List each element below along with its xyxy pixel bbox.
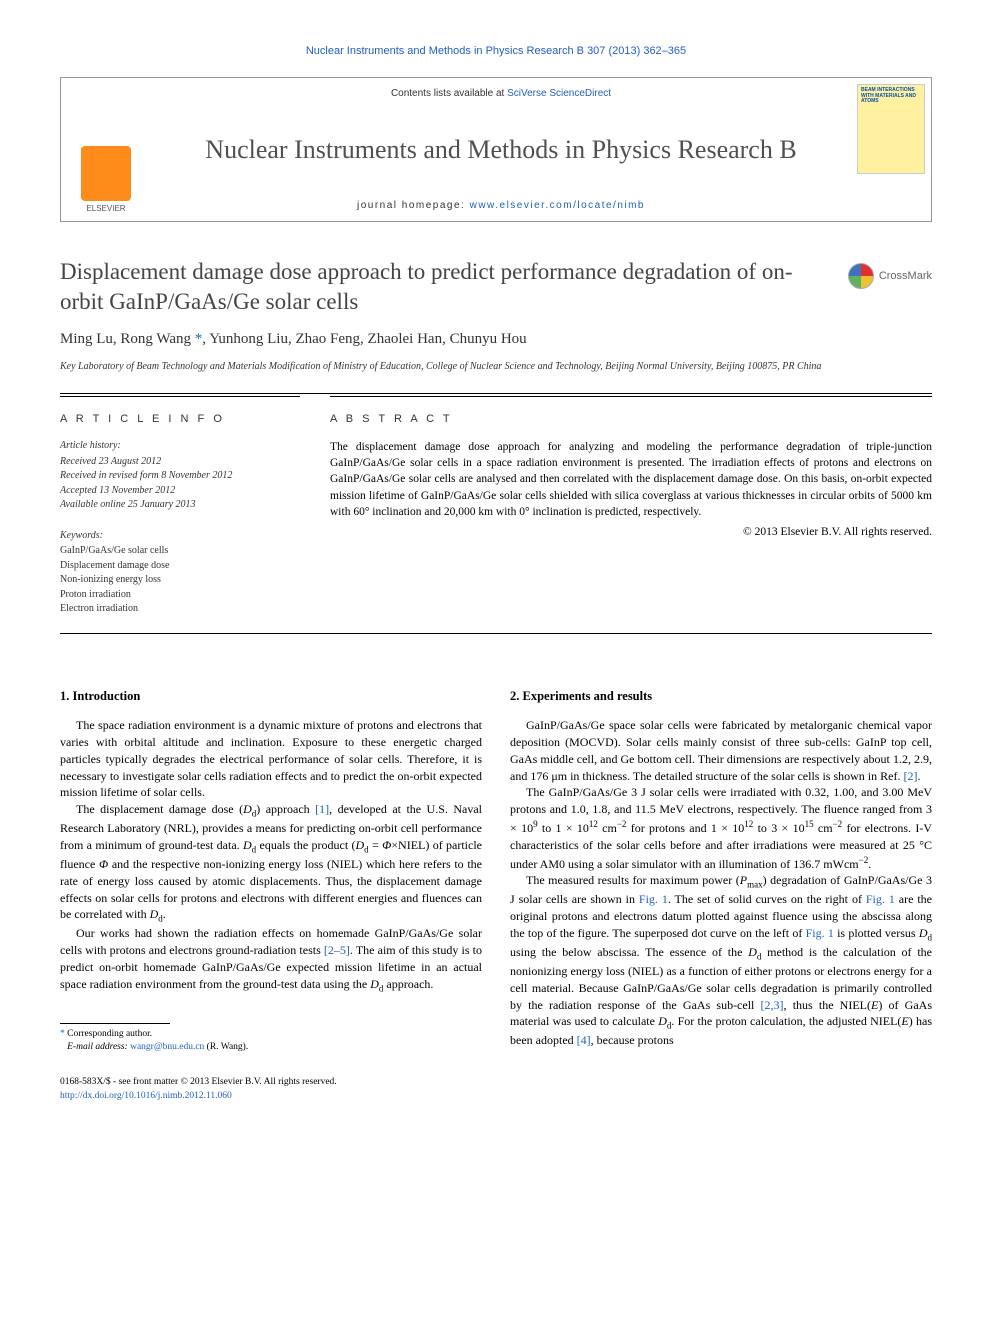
abstract-copyright: © 2013 Elsevier B.V. All rights reserved… xyxy=(330,526,932,538)
crossmark-badge[interactable]: CrossMark xyxy=(848,263,932,289)
email-suffix: (R. Wang). xyxy=(207,1042,249,1052)
banner-center: Contents lists available at SciVerse Sci… xyxy=(151,78,851,221)
email-label: E-mail address: xyxy=(67,1042,128,1052)
running-header: Nuclear Instruments and Methods in Physi… xyxy=(60,45,932,57)
keyword: Displacement damage dose xyxy=(60,559,300,574)
keyword: Proton irradiation xyxy=(60,588,300,603)
crossmark-label: CrossMark xyxy=(879,270,932,282)
corr-email-line: E-mail address: wangr@bnu.edu.cn (R. Wan… xyxy=(60,1041,482,1054)
s2-para-3: The measured results for maximum power (… xyxy=(510,872,932,1049)
keyword: Electron irradiation xyxy=(60,602,300,617)
front-matter-line: 0168-583X/$ - see front matter © 2013 El… xyxy=(60,1076,482,1089)
history-head: Article history: xyxy=(60,439,300,454)
title-row: Displacement damage dose approach to pre… xyxy=(60,257,932,317)
keyword: Non-ionizing energy loss xyxy=(60,573,300,588)
homepage-prefix: journal homepage: xyxy=(357,200,470,211)
corresponding-author-footnote: * Corresponding author. E-mail address: … xyxy=(60,1023,482,1055)
meta-abstract-section: A R T I C L E I N F O Article history: R… xyxy=(60,393,932,634)
corr-label: Corresponding author. xyxy=(67,1029,152,1039)
s1-para-1: The space radiation environment is a dyn… xyxy=(60,717,482,801)
homepage-link[interactable]: www.elsevier.com/locate/nimb xyxy=(470,200,645,211)
s1-para-3: Our works had shown the radiation effect… xyxy=(60,925,482,994)
article-title: Displacement damage dose approach to pre… xyxy=(60,257,833,317)
publisher-logo-cell: ELSEVIER xyxy=(61,78,151,221)
s2-para-1: GaInP/GaAs/Ge space solar cells were fab… xyxy=(510,717,932,784)
authors-line: Ming Lu, Rong Wang *, Yunhong Liu, Zhao … xyxy=(60,331,932,348)
journal-homepage-line: journal homepage: www.elsevier.com/locat… xyxy=(156,200,846,211)
section-2-heading: 2. Experiments and results xyxy=(510,688,932,706)
footnote-rule xyxy=(60,1023,170,1024)
s1-para-2: The displacement damage dose (Dd) approa… xyxy=(60,801,482,925)
body-columns: 1. Introduction The space radiation envi… xyxy=(60,684,932,1103)
corr-star-icon: * xyxy=(60,1029,65,1039)
article-history: Article history: Received 23 August 2012… xyxy=(60,439,300,513)
journal-name: Nuclear Instruments and Methods in Physi… xyxy=(156,135,846,165)
history-line: Received in revised form 8 November 2012 xyxy=(60,469,300,484)
history-line: Available online 25 January 2013 xyxy=(60,498,300,513)
elsevier-logo: ELSEVIER xyxy=(81,146,131,213)
front-matter-block: 0168-583X/$ - see front matter © 2013 El… xyxy=(60,1076,482,1103)
journal-cover-cell: BEAM INTERACTIONS WITH MATERIALS AND ATO… xyxy=(851,78,931,221)
contents-lists-line: Contents lists available at SciVerse Sci… xyxy=(156,88,846,99)
affiliation: Key Laboratory of Beam Technology and Ma… xyxy=(60,360,932,374)
article-info-label: A R T I C L E I N F O xyxy=(60,413,300,425)
article-info-column: A R T I C L E I N F O Article history: R… xyxy=(60,396,300,633)
crossmark-icon xyxy=(848,263,874,289)
elsevier-logo-text: ELSEVIER xyxy=(81,204,131,213)
section-1-heading: 1. Introduction xyxy=(60,688,482,706)
right-column: 2. Experiments and results GaInP/GaAs/Ge… xyxy=(510,684,932,1103)
elsevier-tree-icon xyxy=(81,146,131,201)
history-line: Received 23 August 2012 xyxy=(60,455,300,470)
history-line: Accepted 13 November 2012 xyxy=(60,484,300,499)
abstract-column: A B S T R A C T The displacement damage … xyxy=(330,396,932,633)
abstract-label: A B S T R A C T xyxy=(330,413,932,425)
s2-para-2: The GaInP/GaAs/Ge 3 J solar cells were i… xyxy=(510,784,932,872)
contents-prefix: Contents lists available at xyxy=(391,88,507,99)
keywords-block: Keywords: GaInP/GaAs/Ge solar cells Disp… xyxy=(60,529,300,617)
sciencedirect-link[interactable]: SciVerse ScienceDirect xyxy=(507,88,611,99)
abstract-text: The displacement damage dose approach fo… xyxy=(330,439,932,519)
left-column: 1. Introduction The space radiation envi… xyxy=(60,684,482,1103)
journal-cover-thumb: BEAM INTERACTIONS WITH MATERIALS AND ATO… xyxy=(857,84,925,174)
keyword: GaInP/GaAs/Ge solar cells xyxy=(60,544,300,559)
doi-link[interactable]: http://dx.doi.org/10.1016/j.nimb.2012.11… xyxy=(60,1091,232,1101)
corr-email-link[interactable]: wangr@bnu.edu.cn xyxy=(130,1042,204,1052)
corr-author-note: * Corresponding author. xyxy=(60,1028,482,1041)
journal-banner: ELSEVIER Contents lists available at Sci… xyxy=(60,77,932,222)
keywords-head: Keywords: xyxy=(60,529,300,544)
